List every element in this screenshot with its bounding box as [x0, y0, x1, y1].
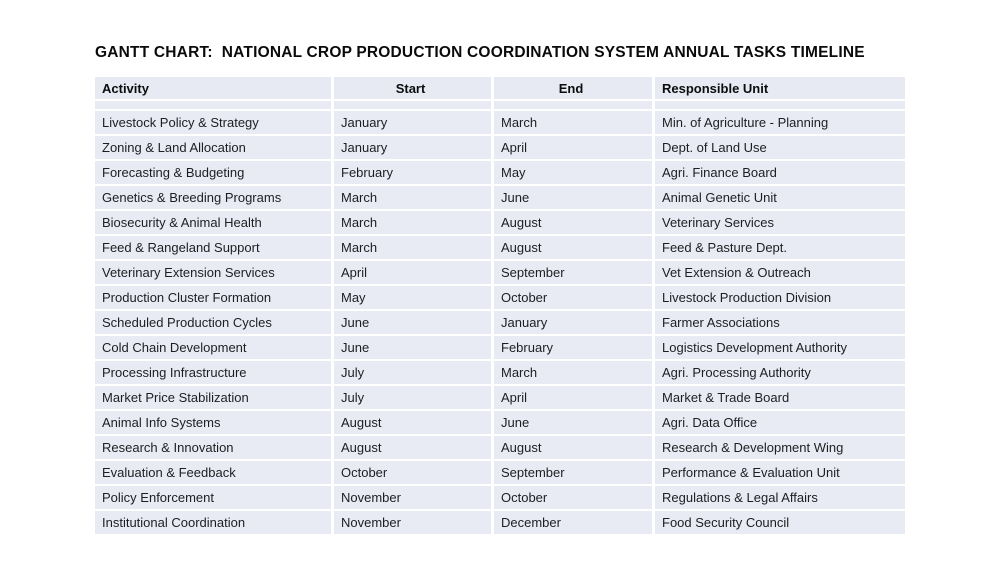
- table-row: Policy Enforcement November October Regulat…: [95, 486, 905, 509]
- table-cell: Regulations & Legal Affairs: [655, 486, 905, 509]
- table-cell: Evaluation & Feedback: [95, 461, 331, 484]
- table-cell: Market Price Stabilization: [95, 386, 331, 409]
- table-cell: April: [334, 261, 491, 284]
- table-cell: Market & Trade Board: [655, 386, 905, 409]
- table-cell: Farmer Associations: [655, 311, 905, 334]
- table-row: Scheduled Production Cycles June January Fa…: [95, 311, 905, 334]
- table-cell: March: [494, 361, 652, 384]
- table-row: Veterinary Extension Services April Septem…: [95, 261, 905, 284]
- table-cell: June: [334, 311, 491, 334]
- table-row: Research & Innovation August August Researc…: [95, 436, 905, 459]
- column-header-end: End: [494, 77, 652, 99]
- table-cell: Agri. Finance Board: [655, 161, 905, 184]
- table-row: Animal Info Systems August June Agri. Data …: [95, 411, 905, 434]
- table-row: Genetics & Breeding Programs March June Ani…: [95, 186, 905, 209]
- table-cell: February: [334, 161, 491, 184]
- table-cell: August: [494, 211, 652, 234]
- table-cell: October: [494, 486, 652, 509]
- table-cell: Policy Enforcement: [95, 486, 331, 509]
- table-cell: September: [494, 261, 652, 284]
- table-cell: Animal Genetic Unit: [655, 186, 905, 209]
- table-cell: Logistics Development Authority: [655, 336, 905, 359]
- table-cell: October: [334, 461, 491, 484]
- table-cell: Performance & Evaluation Unit: [655, 461, 905, 484]
- table-row: Forecasting & Budgeting February May Agri. …: [95, 161, 905, 184]
- table-cell: Agri. Data Office: [655, 411, 905, 434]
- table-cell: Research & Innovation: [95, 436, 331, 459]
- table-cell: Research & Development Wing: [655, 436, 905, 459]
- table-cell: July: [334, 386, 491, 409]
- table-cell: January: [334, 136, 491, 159]
- table-cell: August: [494, 436, 652, 459]
- table-cell: June: [494, 411, 652, 434]
- table-cell: Veterinary Services: [655, 211, 905, 234]
- table-cell: Animal Info Systems: [95, 411, 331, 434]
- table-cell: Agri. Processing Authority: [655, 361, 905, 384]
- table-cell: Scheduled Production Cycles: [95, 311, 331, 334]
- table-cell: April: [494, 386, 652, 409]
- spacer-cell: [655, 101, 905, 109]
- table-cell: Cold Chain Development: [95, 336, 331, 359]
- table-header-row: Activity Start End Responsible Unit: [95, 77, 905, 99]
- column-header-responsible-unit: Responsible Unit: [655, 77, 905, 99]
- table-cell: Veterinary Extension Services: [95, 261, 331, 284]
- table-cell: January: [334, 111, 491, 134]
- column-header-start: Start: [334, 77, 491, 99]
- table-cell: August: [334, 436, 491, 459]
- table-cell: Zoning & Land Allocation: [95, 136, 331, 159]
- table-cell: June: [494, 186, 652, 209]
- table-row: Production Cluster Formation May October Li…: [95, 286, 905, 309]
- table-cell: Forecasting & Budgeting: [95, 161, 331, 184]
- table-row: Processing Infrastructure July March Agri. …: [95, 361, 905, 384]
- table-row: Feed & Rangeland Support March August Feed …: [95, 236, 905, 259]
- spacer-row: [95, 101, 905, 109]
- table-cell: November: [334, 511, 491, 534]
- table-cell: Genetics & Breeding Programs: [95, 186, 331, 209]
- table-row: Cold Chain Development June February Logist…: [95, 336, 905, 359]
- table-cell: Food Security Council: [655, 511, 905, 534]
- table-cell: Dept. of Land Use: [655, 136, 905, 159]
- table-cell: November: [334, 486, 491, 509]
- table-cell: September: [494, 461, 652, 484]
- table-cell: October: [494, 286, 652, 309]
- table-row: Market Price Stabilization July April Marke…: [95, 386, 905, 409]
- table-cell: Production Cluster Formation: [95, 286, 331, 309]
- spacer-cell: [494, 101, 652, 109]
- table-cell: Livestock Production Division: [655, 286, 905, 309]
- column-header-activity: Activity: [95, 77, 331, 99]
- table-cell: August: [334, 411, 491, 434]
- table-row: Zoning & Land Allocation January April Dept…: [95, 136, 905, 159]
- table-cell: December: [494, 511, 652, 534]
- table-row: Biosecurity & Animal Health March August Ve…: [95, 211, 905, 234]
- table-cell: Processing Infrastructure: [95, 361, 331, 384]
- table-cell: May: [334, 286, 491, 309]
- table-cell: February: [494, 336, 652, 359]
- table-cell: January: [494, 311, 652, 334]
- table-cell: March: [334, 186, 491, 209]
- table-cell: Institutional Coordination: [95, 511, 331, 534]
- table-cell: Feed & Rangeland Support: [95, 236, 331, 259]
- table-row: Evaluation & Feedback October September Per…: [95, 461, 905, 484]
- table-cell: Biosecurity & Animal Health: [95, 211, 331, 234]
- tasks-table: Activity Start End Responsible Unit Livestoc…: [95, 77, 905, 534]
- table-row: Institutional Coordination November Decemb…: [95, 511, 905, 534]
- table-cell: Livestock Policy & Strategy: [95, 111, 331, 134]
- table-cell: June: [334, 336, 491, 359]
- table-cell: March: [334, 236, 491, 259]
- table-cell: May: [494, 161, 652, 184]
- table-cell: Vet Extension & Outreach: [655, 261, 905, 284]
- page-title: GANTT CHART: NATIONAL CROP PRODUCTION CO…: [95, 44, 865, 61]
- table-row: Livestock Policy & Strategy January March M…: [95, 111, 905, 134]
- table-cell: Min. of Agriculture - Planning: [655, 111, 905, 134]
- spacer-cell: [95, 101, 331, 109]
- table-cell: August: [494, 236, 652, 259]
- table-cell: July: [334, 361, 491, 384]
- spacer-cell: [334, 101, 491, 109]
- table-cell: March: [334, 211, 491, 234]
- table-cell: Feed & Pasture Dept.: [655, 236, 905, 259]
- table-cell: March: [494, 111, 652, 134]
- table-cell: April: [494, 136, 652, 159]
